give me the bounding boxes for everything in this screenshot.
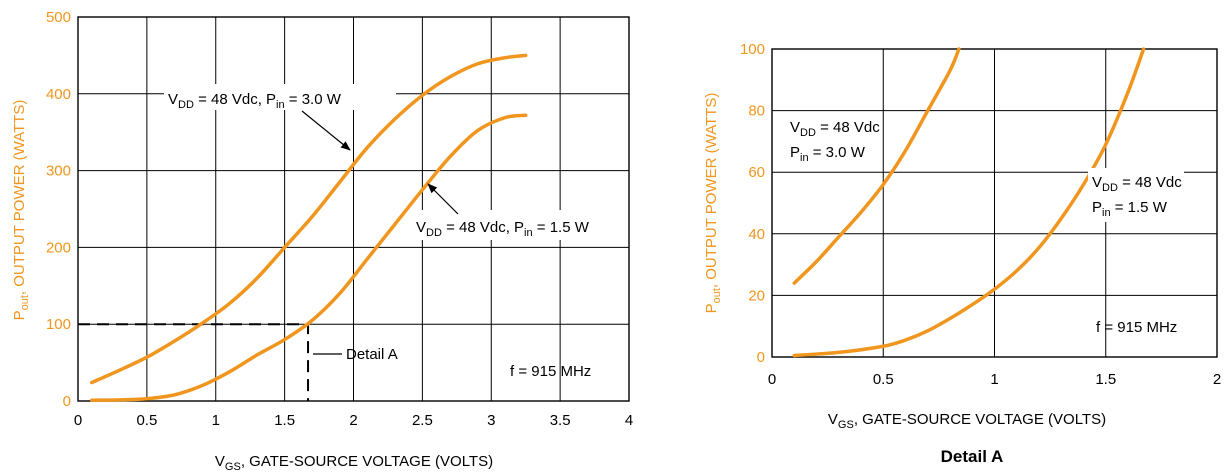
detail-chart-caption: Detail A	[941, 447, 1004, 466]
main-chart: 0 100 200 300 400 500 0 0.5 1 1.5 2 2.5 3 3.5 4 Pout,…	[11, 9, 633, 473]
detail-series1-label-line2: Pin = 3.0 W	[790, 144, 866, 164]
main-series-line-2	[90, 113, 528, 402]
detail-y-tick-label: 100	[740, 41, 765, 58]
main-y-tick-label: 100	[46, 316, 71, 333]
main-x-tick-label: 1	[212, 412, 220, 429]
detail-chart-x-ticks: 0 0.5 1 1.5 2	[768, 371, 1221, 388]
main-series2-label: VDD = 48 Vdc, Pin = 1.5 W	[416, 219, 590, 239]
main-chart-frame	[77, 16, 630, 402]
detail-frequency-label: f = 915 MHz	[1096, 319, 1177, 336]
detail-chart-y-ticks: 0 20 40 60 80 100	[740, 41, 765, 366]
main-chart-y-axis-label: Pout, OUTPUT POWER (WATTS)	[11, 100, 31, 321]
main-x-tick-label: 3.5	[550, 412, 571, 429]
main-series2-arrow	[427, 183, 459, 215]
detail-y-tick-label: 60	[748, 164, 765, 181]
main-y-tick-label: 200	[46, 239, 71, 256]
detail-series1-label-line1: VDD = 48 Vdc	[790, 119, 880, 139]
detail-series2-label-line1: VDD = 48 Vdc	[1092, 174, 1182, 194]
main-series-line-1	[90, 53, 528, 385]
detail-chart-series	[792, 47, 1146, 358]
main-series2-label-bg	[412, 210, 626, 240]
main-chart-x-ticks: 0 0.5 1 1.5 2 2.5 3 3.5 4	[74, 412, 633, 429]
detail-y-tick-label: 40	[748, 226, 765, 243]
main-x-tick-label: 3	[487, 412, 495, 429]
main-x-tick-label: 2	[349, 412, 357, 429]
detail-chart-x-axis-label: VGS, GATE-SOURCE VOLTAGE (VOLTS)	[828, 411, 1106, 431]
main-y-tick-label: 300	[46, 163, 71, 180]
detail-series1-label-bg	[786, 116, 880, 170]
main-chart-y-ticks: 0 100 200 300 400 500	[46, 9, 71, 410]
detail-series2-label-bg	[1088, 168, 1184, 222]
main-chart-x-axis-label: VGS, GATE-SOURCE VOLTAGE (VOLTS)	[215, 453, 493, 473]
main-x-tick-label: 4	[625, 412, 633, 429]
main-y-tick-label: 500	[46, 9, 71, 26]
detail-chart-frame	[771, 48, 1218, 358]
detail-x-tick-label: 0	[768, 371, 776, 388]
main-series1-arrow	[301, 110, 351, 151]
main-chart-series	[90, 53, 528, 402]
main-y-tick-label: 400	[46, 86, 71, 103]
detail-y-tick-label: 0	[757, 349, 765, 366]
main-x-tick-label: 2.5	[412, 412, 433, 429]
main-x-tick-label: 1.5	[274, 412, 295, 429]
main-x-tick-label: 0	[74, 412, 82, 429]
main-x-tick-label: 0.5	[136, 412, 157, 429]
detail-a-label: Detail A	[346, 346, 398, 363]
main-chart-grid	[78, 17, 629, 401]
detail-y-tick-label: 80	[748, 103, 765, 120]
main-series1-label: VDD = 48 Vdc, Pin = 3.0 W	[168, 91, 342, 111]
detail-series-line-1	[792, 47, 961, 285]
detail-chart-y-axis-label: Pout, OUTPUT POWER (WATTS)	[703, 93, 723, 314]
main-frequency-label: f = 915 MHz	[510, 363, 591, 380]
detail-x-tick-label: 2	[1213, 371, 1221, 388]
detail-y-tick-label: 20	[748, 287, 765, 304]
main-y-tick-label: 0	[63, 393, 71, 410]
main-series1-label-bg	[164, 84, 396, 110]
detail-series-line-2	[792, 47, 1146, 358]
detail-series2-label-line2: Pin = 1.5 W	[1092, 199, 1168, 219]
detail-x-tick-label: 1	[990, 371, 998, 388]
detail-chart: 0 20 40 60 80 100 0 0.5 1 1.5 2 Pout, OUTPUT POWE…	[703, 41, 1221, 466]
detail-x-tick-label: 1.5	[1095, 371, 1116, 388]
detail-x-tick-label: 0.5	[873, 371, 894, 388]
